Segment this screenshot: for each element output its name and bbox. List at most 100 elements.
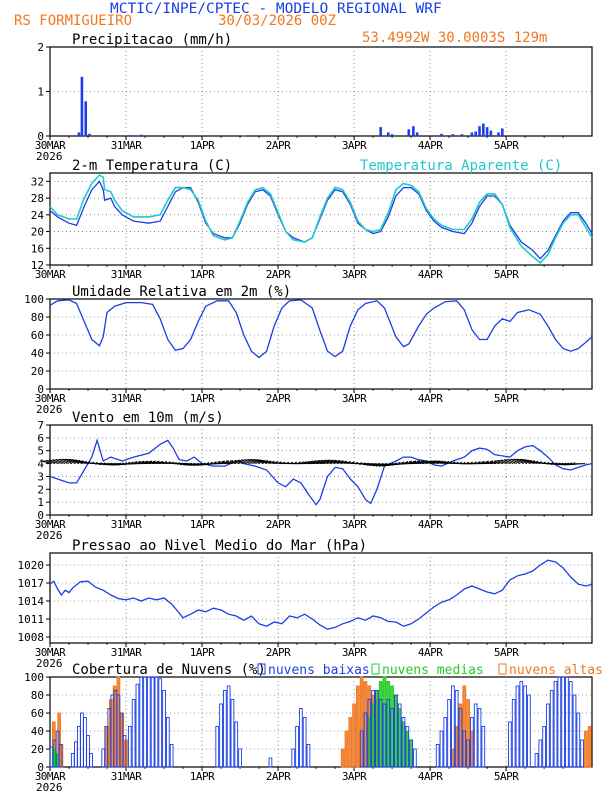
wind-arrow-head <box>535 460 539 463</box>
cloud-bar-blue <box>80 712 84 768</box>
precip-bar <box>139 134 143 136</box>
precip-bar <box>80 76 84 136</box>
wind-arrow-head <box>434 460 438 462</box>
cloud-bar-blue <box>557 676 562 768</box>
precip-bar <box>386 132 390 136</box>
location-name: RS FORMIGUEIRO <box>14 13 132 29</box>
wind-arrow-head <box>141 460 145 463</box>
precip-bar <box>174 135 177 136</box>
wind-xtick-label: 2APR <box>266 518 291 531</box>
temp-series-line <box>49 174 593 265</box>
precip-bar <box>333 135 337 136</box>
precip-xtick-label: 2APR <box>266 139 291 152</box>
precip-bar <box>460 134 464 136</box>
wind-arrow-head <box>384 463 388 467</box>
cloud-bar-blue <box>390 708 394 768</box>
cloud-bar-blue <box>565 676 569 768</box>
wind-arrow-head <box>268 460 272 463</box>
wind-arrow <box>378 463 391 467</box>
rh-xtick-label: 4APR <box>418 392 443 405</box>
cloud-bar-orange <box>352 703 356 768</box>
cloud-bar-blue <box>538 739 543 768</box>
wind-arrow-head <box>289 461 294 464</box>
wind-arrow-head <box>452 461 456 464</box>
cloud-legend-label: nuvens altas <box>509 663 603 678</box>
wind-title: Vento em 10m (m/s) <box>72 410 224 426</box>
cloud-year-label: 2026 <box>36 781 63 792</box>
rh-panel: 0 20 40 60 80 100 30MAR 31MAR 1APR 2APR 3APR 4APR 5A… <box>24 284 593 416</box>
cloud-bar-blue <box>378 699 383 768</box>
cloud-bar-blue <box>473 703 478 768</box>
wind-arrow-head <box>148 460 153 463</box>
wind-arrow-head <box>440 460 444 463</box>
precip-xtick-label: 31MAR <box>111 139 142 152</box>
precip-bar <box>474 131 477 136</box>
wind-ytick-label: 0 <box>37 509 44 522</box>
cloud-bar-blue <box>511 699 516 768</box>
cloud-legend-swatch <box>498 663 507 675</box>
cloud-bar-blue <box>515 685 520 768</box>
cloud-bar-blue <box>576 712 581 768</box>
rh-ytick-label: 40 <box>31 347 44 360</box>
wind-arrow-head <box>437 460 441 463</box>
wind-arrow <box>323 460 336 465</box>
wind-arrow-head <box>557 462 561 466</box>
cloud-bar-blue <box>226 685 231 768</box>
precip-year-label: 2026 <box>36 150 63 163</box>
wind-arrow-head <box>109 462 112 466</box>
precip-bar <box>158 135 162 136</box>
temp-xtick-label: 5APR <box>494 268 519 281</box>
main-title: MCTIC/INPE/CPTEC - MODELO REGIONAL WRF <box>110 1 442 17</box>
precip-bar <box>314 135 318 136</box>
wind-arrow-head <box>378 463 382 467</box>
precip-ytick-label: 0 <box>37 130 44 143</box>
wind-arrow-head <box>449 461 453 464</box>
wind-arrow-head <box>473 461 477 464</box>
cloud-bar-blue <box>302 717 307 768</box>
cloud-xtick-label: 31MAR <box>111 770 142 783</box>
cloud-legend-label: nuvens medias <box>382 663 484 678</box>
cloud-bar-blue <box>435 744 440 768</box>
wind-arrow-head <box>362 462 366 466</box>
cloud-bar-blue <box>222 690 227 768</box>
wind-arrow-head <box>202 462 206 466</box>
wind-ytick-label: 3 <box>37 470 44 483</box>
cloud-bar-orange <box>584 730 588 768</box>
wind-arrow-head <box>127 461 131 465</box>
cloud-bar-blue <box>299 708 303 768</box>
pres-title: Pressao ao Nivel Medio do Mar (hPa) <box>72 538 367 554</box>
cloud-bar-blue <box>234 721 239 768</box>
cloud-bar-blue <box>382 703 387 768</box>
wind-arrow-head <box>459 461 463 465</box>
wind-xtick-label: 30MAR <box>35 518 66 531</box>
wind-arrow-head <box>87 461 91 464</box>
wind-xtick-label: 4APR <box>418 518 443 531</box>
wind-arrow-head <box>264 460 269 462</box>
wind-arrow <box>417 460 428 465</box>
wind-arrow-head <box>469 461 473 464</box>
wind-arrow <box>307 461 319 465</box>
wind-ytick-label: 6 <box>37 432 44 445</box>
wind-ytick-label: 2 <box>37 483 44 496</box>
wind-arrow-head <box>186 462 190 466</box>
cloud-bar-blue <box>154 676 159 768</box>
precip-bar <box>88 133 91 136</box>
wind-arrow <box>106 463 117 466</box>
wind-arrow-head <box>293 461 297 464</box>
wind-arrow <box>65 458 76 465</box>
cloud-bar-blue <box>122 735 127 768</box>
wind-arrow <box>217 461 230 465</box>
wind-arrow <box>145 461 158 465</box>
cloud-bar-blue <box>447 699 451 768</box>
cloud-bar-orange <box>344 730 349 768</box>
cloud-xtick-label: 5APR <box>494 770 519 783</box>
station-coords: 53.4992W 30.0003S 129m <box>362 30 547 46</box>
wind-xtick-label: 31MAR <box>111 518 142 531</box>
wind-arrow <box>149 461 162 465</box>
wind-arrow-head <box>313 460 317 462</box>
wind-arrow <box>48 459 59 465</box>
rh-ytick-label: 60 <box>31 329 44 342</box>
cloud-bar-blue <box>527 694 531 768</box>
